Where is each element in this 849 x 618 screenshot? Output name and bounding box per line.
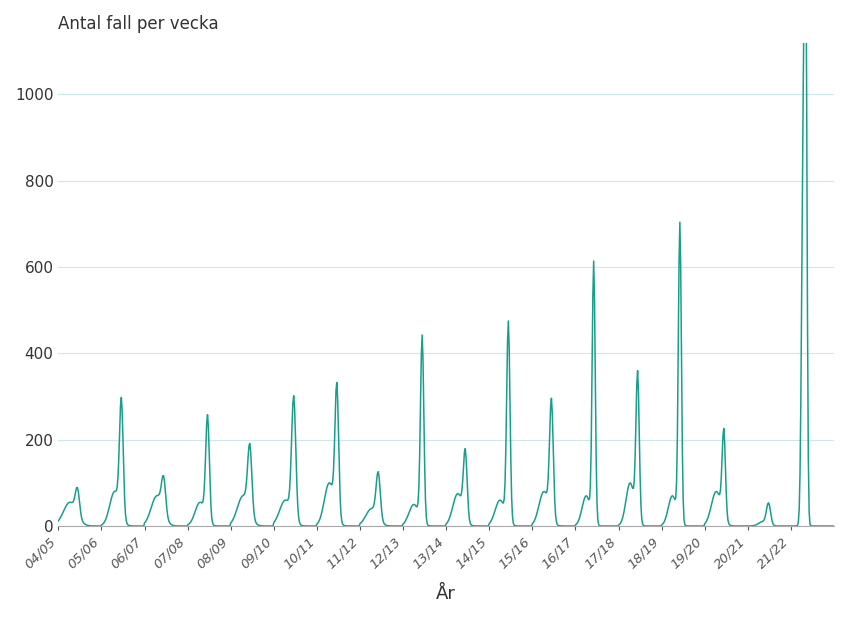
Text: Antal fall per vecka: Antal fall per vecka (59, 15, 219, 33)
X-axis label: År: År (436, 585, 456, 603)
